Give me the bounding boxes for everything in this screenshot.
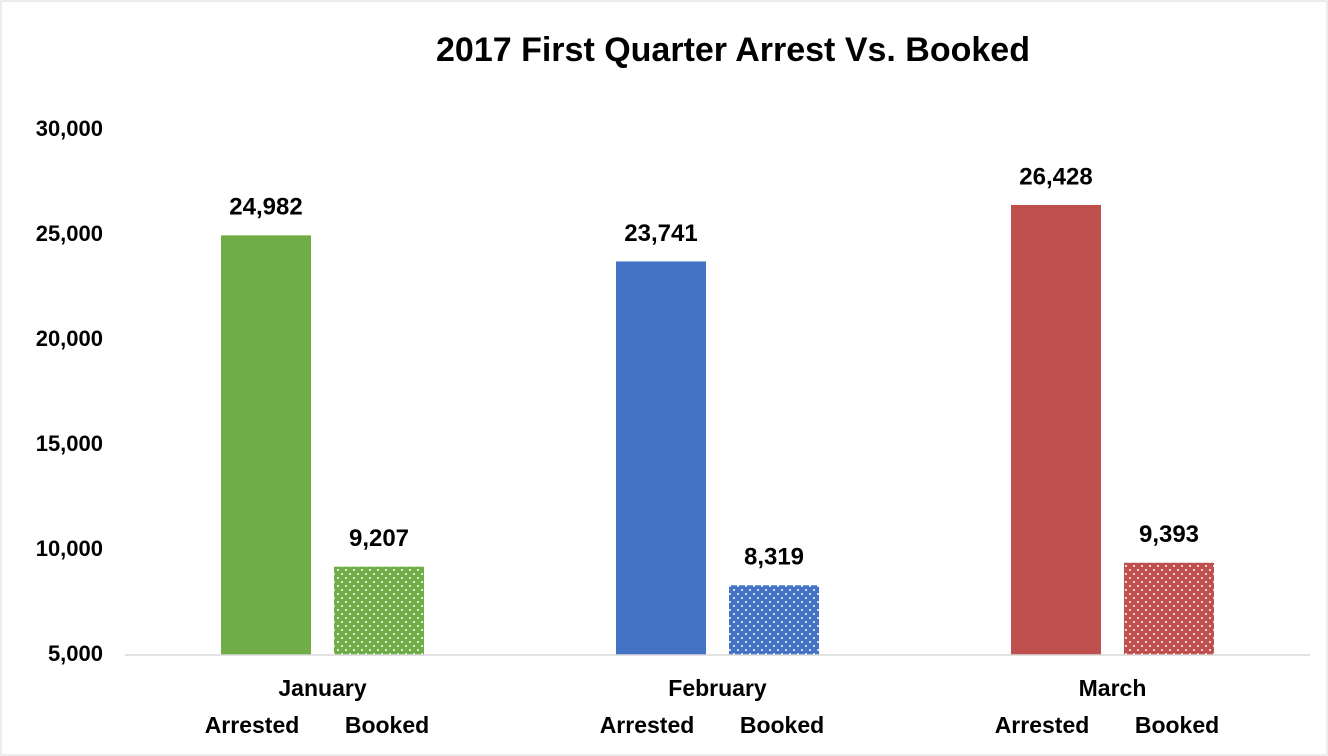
series-name: Arrested bbox=[600, 712, 695, 738]
y-tick-label: 15,000 bbox=[36, 431, 103, 456]
x-tick-label: January bbox=[278, 675, 366, 701]
series-name: Booked bbox=[740, 712, 824, 738]
chart-title: 2017 First Quarter Arrest Vs. Booked bbox=[436, 31, 1030, 69]
series-name: Arrested bbox=[205, 712, 300, 738]
bar bbox=[334, 566, 424, 655]
bar bbox=[1011, 205, 1101, 655]
data-label: 24,982 bbox=[229, 194, 302, 221]
series-name: Booked bbox=[1135, 712, 1219, 738]
y-tick-label: 20,000 bbox=[36, 326, 103, 351]
y-tick-label: 30,000 bbox=[36, 116, 103, 141]
y-tick-label: 10,000 bbox=[36, 536, 103, 561]
data-label: 9,393 bbox=[1139, 521, 1199, 548]
data-label: 23,741 bbox=[624, 220, 697, 247]
data-label: 26,428 bbox=[1019, 163, 1092, 190]
bar bbox=[221, 235, 311, 656]
data-label: 9,207 bbox=[349, 525, 409, 552]
y-tick-label: 5,000 bbox=[48, 641, 103, 666]
bar bbox=[729, 585, 819, 655]
y-tick-label: 25,000 bbox=[36, 221, 103, 246]
series-name: Booked bbox=[345, 712, 429, 738]
x-tick-label: February bbox=[668, 675, 767, 701]
bar bbox=[616, 261, 706, 655]
series-name: Arrested bbox=[995, 712, 1090, 738]
x-tick-label: March bbox=[1079, 675, 1147, 701]
bar bbox=[1124, 562, 1214, 655]
data-label: 8,319 bbox=[744, 544, 804, 571]
